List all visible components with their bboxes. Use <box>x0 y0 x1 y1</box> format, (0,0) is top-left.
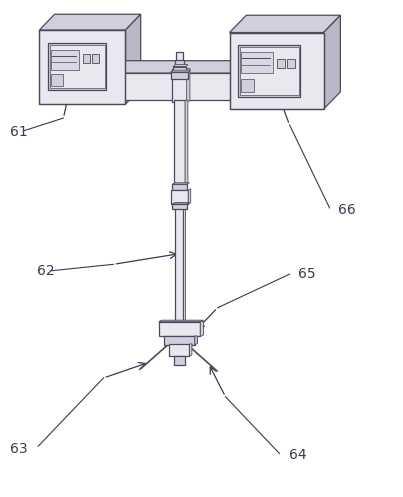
Polygon shape <box>189 344 192 356</box>
Bar <box>230 32 324 109</box>
Polygon shape <box>39 30 125 104</box>
Bar <box>174 60 184 68</box>
Bar <box>83 54 90 63</box>
Polygon shape <box>240 47 299 95</box>
Polygon shape <box>183 204 185 328</box>
Polygon shape <box>174 66 186 68</box>
Polygon shape <box>200 322 204 336</box>
Bar <box>172 204 187 209</box>
Bar <box>172 184 187 190</box>
Polygon shape <box>187 69 190 102</box>
Polygon shape <box>50 45 105 88</box>
Text: 62: 62 <box>37 264 55 278</box>
Bar <box>277 59 285 68</box>
Polygon shape <box>188 189 191 204</box>
Polygon shape <box>172 203 189 204</box>
Bar <box>51 50 79 70</box>
Polygon shape <box>171 70 191 72</box>
Polygon shape <box>324 15 341 109</box>
Polygon shape <box>238 45 300 97</box>
Polygon shape <box>48 43 106 90</box>
Polygon shape <box>185 100 188 184</box>
Bar <box>174 356 185 365</box>
Bar <box>170 344 189 356</box>
Polygon shape <box>79 61 301 73</box>
Bar <box>174 100 185 184</box>
Bar <box>159 322 200 336</box>
Bar <box>173 67 186 74</box>
Bar <box>51 74 62 86</box>
Bar <box>39 30 125 104</box>
Bar <box>241 52 273 73</box>
Polygon shape <box>159 320 204 322</box>
Text: 65: 65 <box>298 267 316 281</box>
Polygon shape <box>195 336 197 345</box>
Text: 61: 61 <box>10 125 28 139</box>
Polygon shape <box>289 61 301 100</box>
Bar <box>171 190 188 204</box>
Bar <box>164 336 195 345</box>
Polygon shape <box>230 32 324 109</box>
Polygon shape <box>173 65 188 67</box>
Polygon shape <box>125 14 141 104</box>
Bar <box>241 79 253 92</box>
Text: 64: 64 <box>289 448 306 462</box>
Polygon shape <box>172 183 189 184</box>
Text: 63: 63 <box>10 442 28 456</box>
Polygon shape <box>230 15 341 32</box>
Polygon shape <box>79 73 289 100</box>
Text: 66: 66 <box>338 203 355 217</box>
Bar <box>92 54 100 63</box>
Bar <box>172 69 187 102</box>
Bar <box>287 59 295 68</box>
Polygon shape <box>39 14 141 30</box>
Bar <box>176 52 183 61</box>
Bar <box>171 72 188 79</box>
Bar <box>175 204 183 328</box>
